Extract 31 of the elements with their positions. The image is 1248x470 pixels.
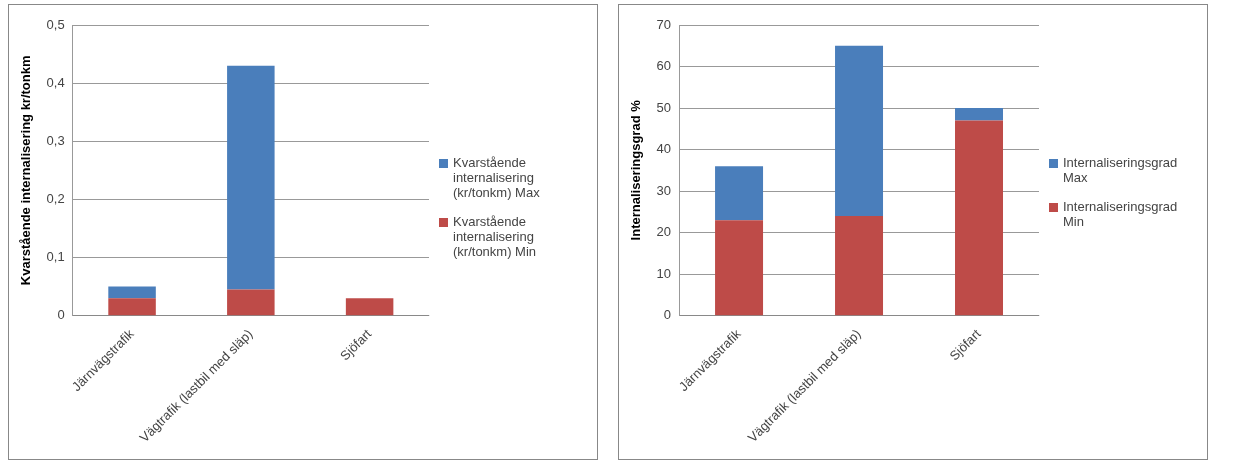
legend-label: Kvarstående internalisering (kr/tonkm) Max [453, 155, 541, 200]
y-tick-label: 0 [57, 307, 65, 323]
y-tick-label: 40 [656, 141, 672, 157]
y-tick-label: 0,1 [46, 249, 65, 265]
bar [227, 289, 275, 316]
y-tick-label: 0,5 [46, 16, 65, 32]
y-axis-title: Kvarstående internalisering kr/tonkm [18, 55, 34, 286]
y-tick-label: 60 [656, 58, 672, 74]
y-tick-label: 0,2 [46, 190, 65, 206]
bar [345, 298, 394, 316]
y-tick-label: 50 [656, 99, 672, 115]
legend-label: Internaliseringsgrad Max [1063, 155, 1179, 185]
y-tick-label: 20 [656, 224, 672, 240]
y-tick-label: 0,3 [46, 132, 65, 148]
bar [108, 286, 156, 299]
legend-label: Kvarstående internalisering (kr/tonkm) Min [453, 214, 538, 259]
y-tick-label: 70 [656, 16, 672, 32]
bar [715, 220, 764, 316]
bar [227, 65, 275, 290]
y-tick-label: 0 [663, 307, 672, 323]
legend-label: Internaliseringsgrad Min [1063, 199, 1179, 229]
y-tick-label: 0,4 [46, 74, 65, 90]
y-axis-title: Internaliseringsgrad % [628, 99, 644, 241]
bar [715, 166, 764, 221]
y-tick-label: 30 [656, 182, 672, 198]
y-tick-label: 10 [656, 265, 672, 281]
bar [955, 120, 1004, 316]
bar [955, 108, 1004, 121]
bar [835, 45, 884, 217]
bar [108, 298, 156, 316]
bar [835, 216, 884, 316]
